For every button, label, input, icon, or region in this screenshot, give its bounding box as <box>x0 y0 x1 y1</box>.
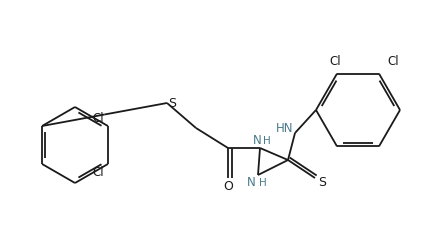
Text: Cl: Cl <box>92 165 104 178</box>
Text: H: H <box>259 178 267 188</box>
Text: H: H <box>263 136 271 146</box>
Text: Cl: Cl <box>387 55 399 68</box>
Text: S: S <box>318 177 326 190</box>
Text: Cl: Cl <box>92 111 104 124</box>
Text: O: O <box>223 179 233 192</box>
Text: HN: HN <box>276 123 294 136</box>
Text: Cl: Cl <box>329 55 341 68</box>
Text: S: S <box>168 96 176 109</box>
Text: N: N <box>247 177 256 190</box>
Text: N: N <box>253 135 262 147</box>
